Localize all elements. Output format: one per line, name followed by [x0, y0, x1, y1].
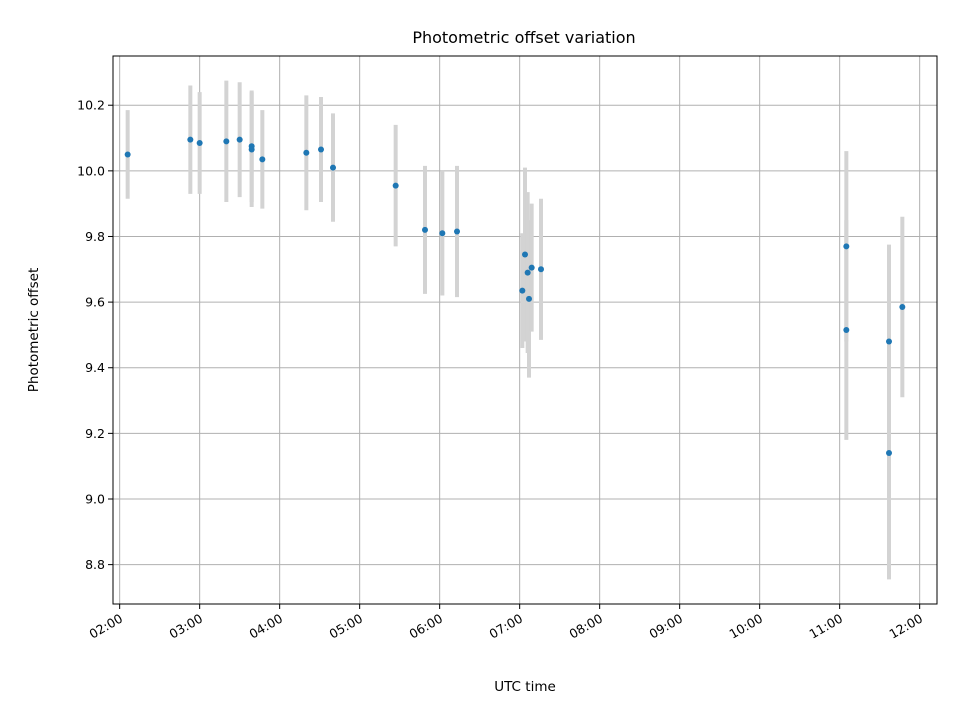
x-tick-label: 03:00 — [166, 611, 205, 642]
y-tick-label: 9.0 — [85, 491, 105, 506]
data-point — [196, 139, 203, 146]
x-tick-label: 10:00 — [726, 611, 765, 642]
data-point — [899, 304, 906, 311]
data-point — [124, 151, 131, 158]
error-bars — [125, 80, 905, 580]
x-tick-label: 04:00 — [246, 611, 285, 642]
data-point — [528, 264, 535, 271]
plot-frame — [112, 55, 938, 605]
data-point — [519, 287, 526, 294]
data-point — [524, 269, 531, 276]
data-point — [223, 138, 230, 145]
x-tick-label: 02:00 — [86, 611, 125, 642]
data-points — [124, 136, 906, 457]
data-point — [439, 230, 446, 237]
data-point — [526, 295, 532, 302]
y-tick-label: 9.6 — [85, 295, 105, 310]
x-axis-label: UTC time — [494, 679, 556, 695]
data-point — [259, 156, 266, 163]
x-axis-ticks: 02:00 03:00 04:00 05:00 06:00 07:00 08:00 09:00… — [86, 604, 925, 642]
data-point — [522, 251, 528, 258]
data-point — [330, 164, 336, 171]
data-point — [236, 136, 243, 143]
data-point — [843, 327, 850, 333]
data-point — [843, 243, 850, 250]
data-point — [454, 228, 460, 235]
x-tick-label: 06:00 — [406, 611, 445, 642]
chart-title: Photometric offset variation — [412, 28, 635, 47]
y-tick-label: 9.4 — [85, 360, 105, 375]
data-point — [886, 338, 892, 345]
x-tick-label: 05:00 — [326, 611, 365, 642]
data-point — [318, 146, 324, 153]
data-point — [422, 226, 428, 233]
y-tick-label: 10.0 — [77, 163, 105, 178]
data-point — [392, 182, 399, 189]
y-tick-label: 9.8 — [85, 229, 105, 244]
y-tick-label: 8.8 — [85, 557, 105, 572]
x-tick-label: 09:00 — [646, 611, 685, 642]
y-tick-label: 9.2 — [85, 426, 105, 441]
x-tick-label: 08:00 — [566, 611, 605, 642]
data-point — [538, 266, 544, 273]
x-tick-label: 11:00 — [806, 611, 845, 642]
x-tick-label: 07:00 — [486, 611, 525, 642]
y-tick-label: 10.2 — [77, 98, 105, 113]
data-point — [303, 149, 310, 156]
data-point — [187, 136, 194, 143]
x-tick-label: 12:00 — [886, 611, 925, 642]
y-axis-ticks: 8.8 9.0 9.2 9.4 9.6 9.8 10.0 10.2 — [77, 98, 113, 572]
data-point — [248, 146, 255, 153]
data-point — [886, 450, 892, 457]
y-axis-label: Photometric offset — [26, 268, 42, 392]
